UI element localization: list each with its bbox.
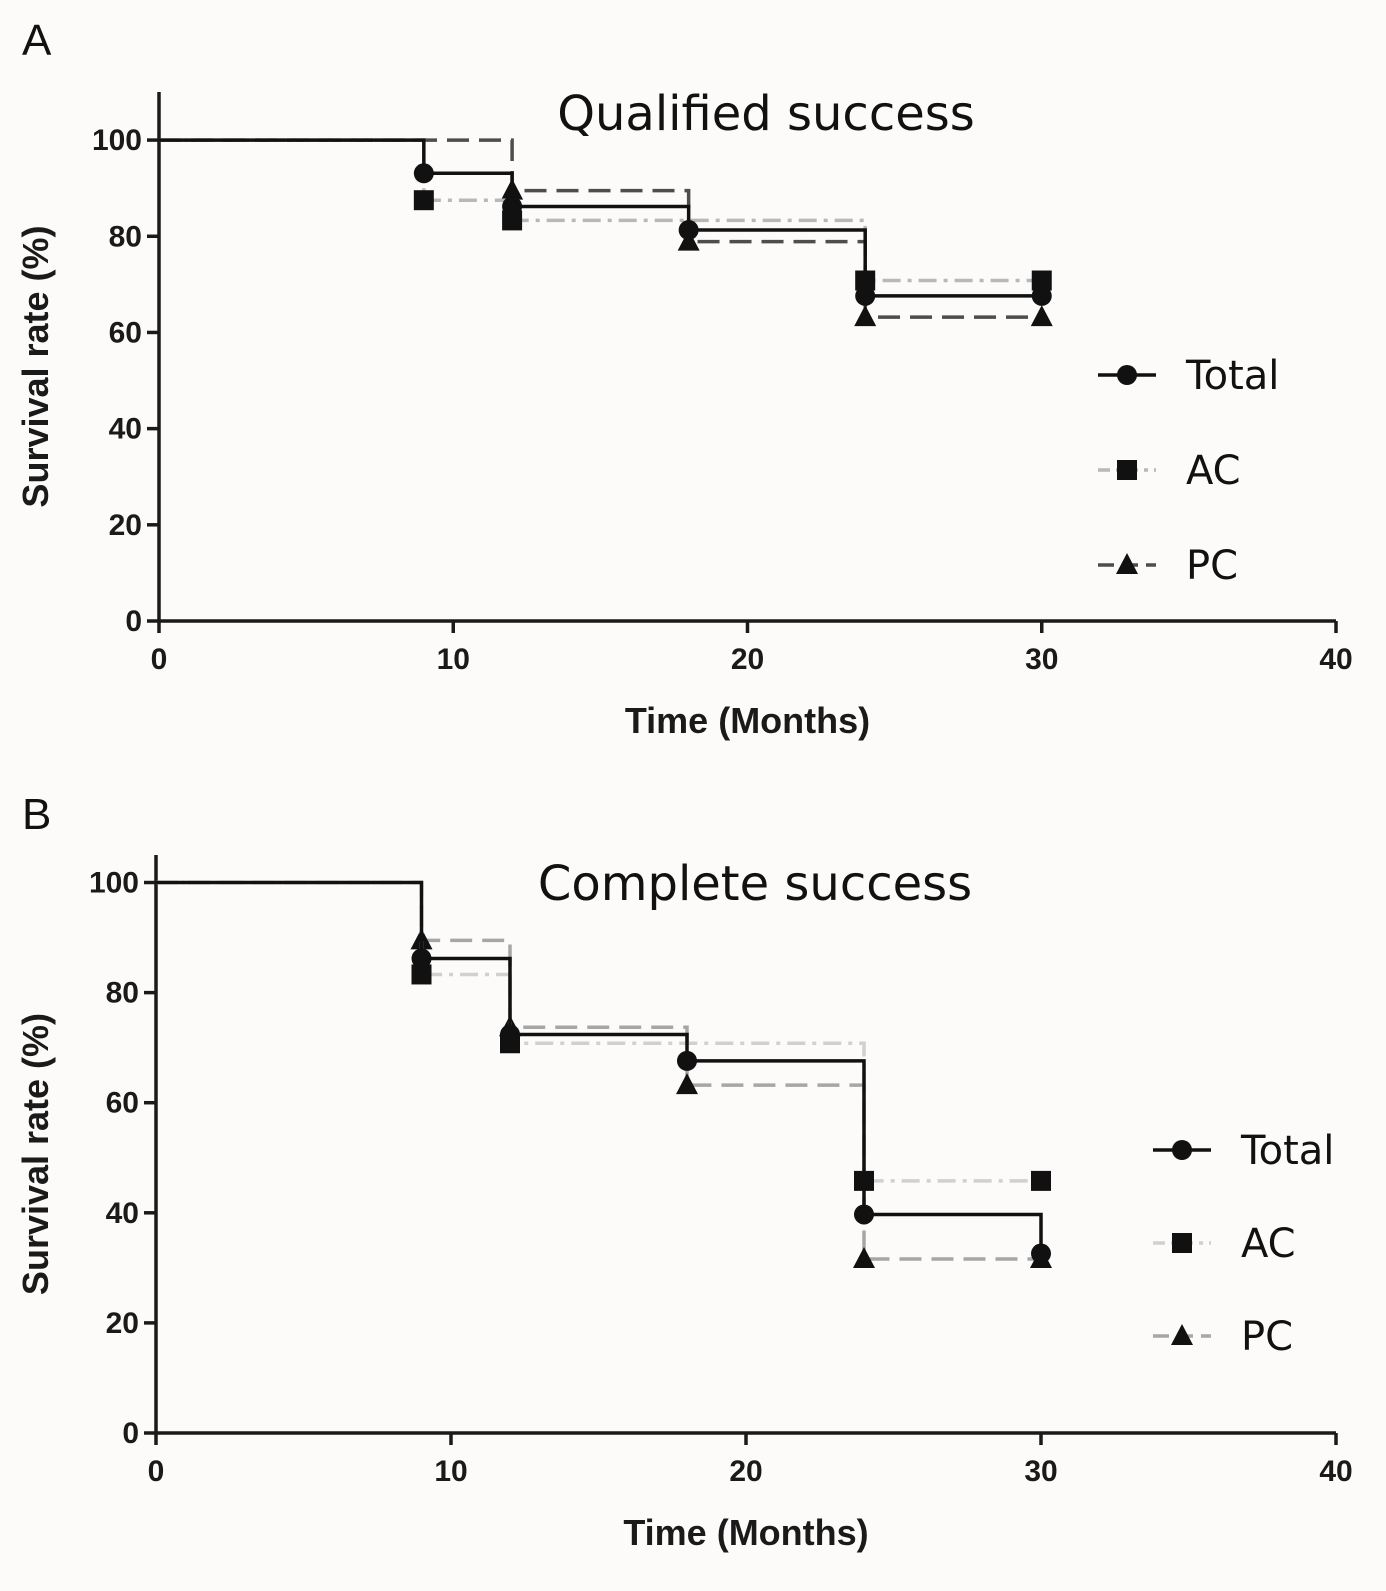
- series-line-ac: [159, 138, 1042, 283]
- series-line-total: [159, 138, 1042, 298]
- legend-item-ac: AC: [1153, 1221, 1296, 1267]
- data-point-total: [678, 220, 699, 241]
- y-tick-label: 0: [125, 605, 142, 638]
- legend-label: PC: [1241, 1314, 1293, 1360]
- series-pc: [156, 880, 1052, 1269]
- legend-item-total: Total: [1153, 1128, 1334, 1174]
- y-tick-label: 100: [89, 867, 139, 900]
- y-tick-label: 40: [106, 1197, 139, 1230]
- series-total: [156, 880, 1051, 1264]
- series-line-pc: [156, 880, 1041, 1261]
- legend-marker: [1117, 460, 1137, 480]
- y-axis-title: Survival rate (%): [15, 225, 56, 507]
- data-point-ac: [411, 964, 432, 985]
- legend-item-pc: PC: [1153, 1314, 1293, 1360]
- series-line-ac: [156, 880, 1041, 1183]
- series-pc: [159, 138, 1053, 327]
- legend-label: Total: [1185, 353, 1279, 399]
- data-point-ac: [413, 190, 434, 211]
- x-tick-label: 20: [731, 643, 764, 676]
- legend-item-total: Total: [1098, 353, 1279, 399]
- y-tick-label: 60: [106, 1087, 139, 1120]
- x-axis-title: Time (Months): [623, 1512, 868, 1553]
- data-point-total: [1031, 1243, 1051, 1264]
- legend-label: PC: [1186, 543, 1238, 589]
- x-tick-label: 10: [434, 1455, 467, 1488]
- data-point-pc: [676, 1073, 698, 1095]
- x-axis-title: Time (Months): [625, 700, 870, 741]
- y-tick-label: 80: [109, 220, 142, 253]
- data-point-total: [411, 948, 432, 969]
- legend-marker: [1172, 1233, 1192, 1253]
- panel-label: A: [22, 16, 52, 65]
- x-tick-label: 0: [148, 1455, 165, 1488]
- legend-item-pc: PC: [1098, 543, 1238, 589]
- legend-label: Total: [1240, 1128, 1334, 1174]
- data-point-total: [413, 163, 434, 184]
- data-point-total: [500, 1024, 520, 1045]
- x-tick-label: 30: [1025, 643, 1058, 676]
- data-point-pc: [677, 229, 700, 251]
- data-point-pc: [854, 305, 877, 327]
- y-tick-label: 20: [106, 1307, 139, 1340]
- series-ac: [159, 138, 1052, 291]
- series-total: [159, 138, 1052, 306]
- legend-marker: [1116, 553, 1138, 574]
- legend-item-ac: AC: [1098, 448, 1241, 494]
- y-axis-title: Survival rate (%): [15, 1013, 56, 1295]
- x-tick-label: 20: [729, 1455, 762, 1488]
- panel-a: A Qualified success 0 20 40 60 80 100 0 10 20 30 40…: [0, 0, 1386, 790]
- panel-label: B: [22, 790, 52, 839]
- chart-title: Qualified success: [557, 86, 975, 142]
- y-tick-label: 100: [92, 124, 142, 157]
- data-point-pc: [853, 1247, 875, 1269]
- x-tick-label: 10: [437, 643, 470, 676]
- data-point-total: [1031, 285, 1052, 306]
- chart-complete-success: Complete success 0 20 40 60 80 100 0 10 20 30 40 Tim…: [15, 855, 1353, 1553]
- x-tick-label: 40: [1319, 643, 1352, 676]
- x-tick-label: 30: [1024, 1455, 1057, 1488]
- legend-label: AC: [1241, 1221, 1296, 1267]
- x-tick-label: 0: [151, 643, 168, 676]
- data-point-total: [855, 285, 876, 306]
- data-point-pc: [1030, 305, 1053, 327]
- legend-marker: [1172, 1140, 1192, 1160]
- legend-label: AC: [1186, 448, 1241, 494]
- series-line-total: [156, 880, 1043, 1254]
- chart-title: Complete success: [538, 856, 972, 912]
- series-ac: [156, 880, 1051, 1191]
- legend-marker: [1171, 1324, 1193, 1345]
- x-tick-label: 40: [1319, 1455, 1352, 1488]
- data-point-total: [677, 1050, 697, 1071]
- y-tick-label: 60: [109, 316, 142, 349]
- y-tick-label: 80: [106, 977, 139, 1010]
- data-point-ac: [502, 210, 523, 231]
- legend-marker: [1117, 365, 1137, 385]
- data-point-ac: [1031, 270, 1052, 291]
- data-point-ac: [1031, 1170, 1051, 1191]
- series-line-pc: [159, 138, 1042, 319]
- y-tick-label: 40: [109, 413, 142, 446]
- y-tick-label: 0: [122, 1417, 139, 1450]
- y-tick-label: 20: [109, 509, 142, 542]
- chart-qualified-success: Qualified success 0 20 40 60 80 100 0 10 20 30 40 Ti…: [15, 86, 1353, 741]
- data-point-total: [502, 196, 523, 217]
- panel-b: B Complete success 0 20 40 60 80 100 0 10 20 30 40 T…: [0, 790, 1386, 1591]
- data-point-total: [854, 1204, 874, 1225]
